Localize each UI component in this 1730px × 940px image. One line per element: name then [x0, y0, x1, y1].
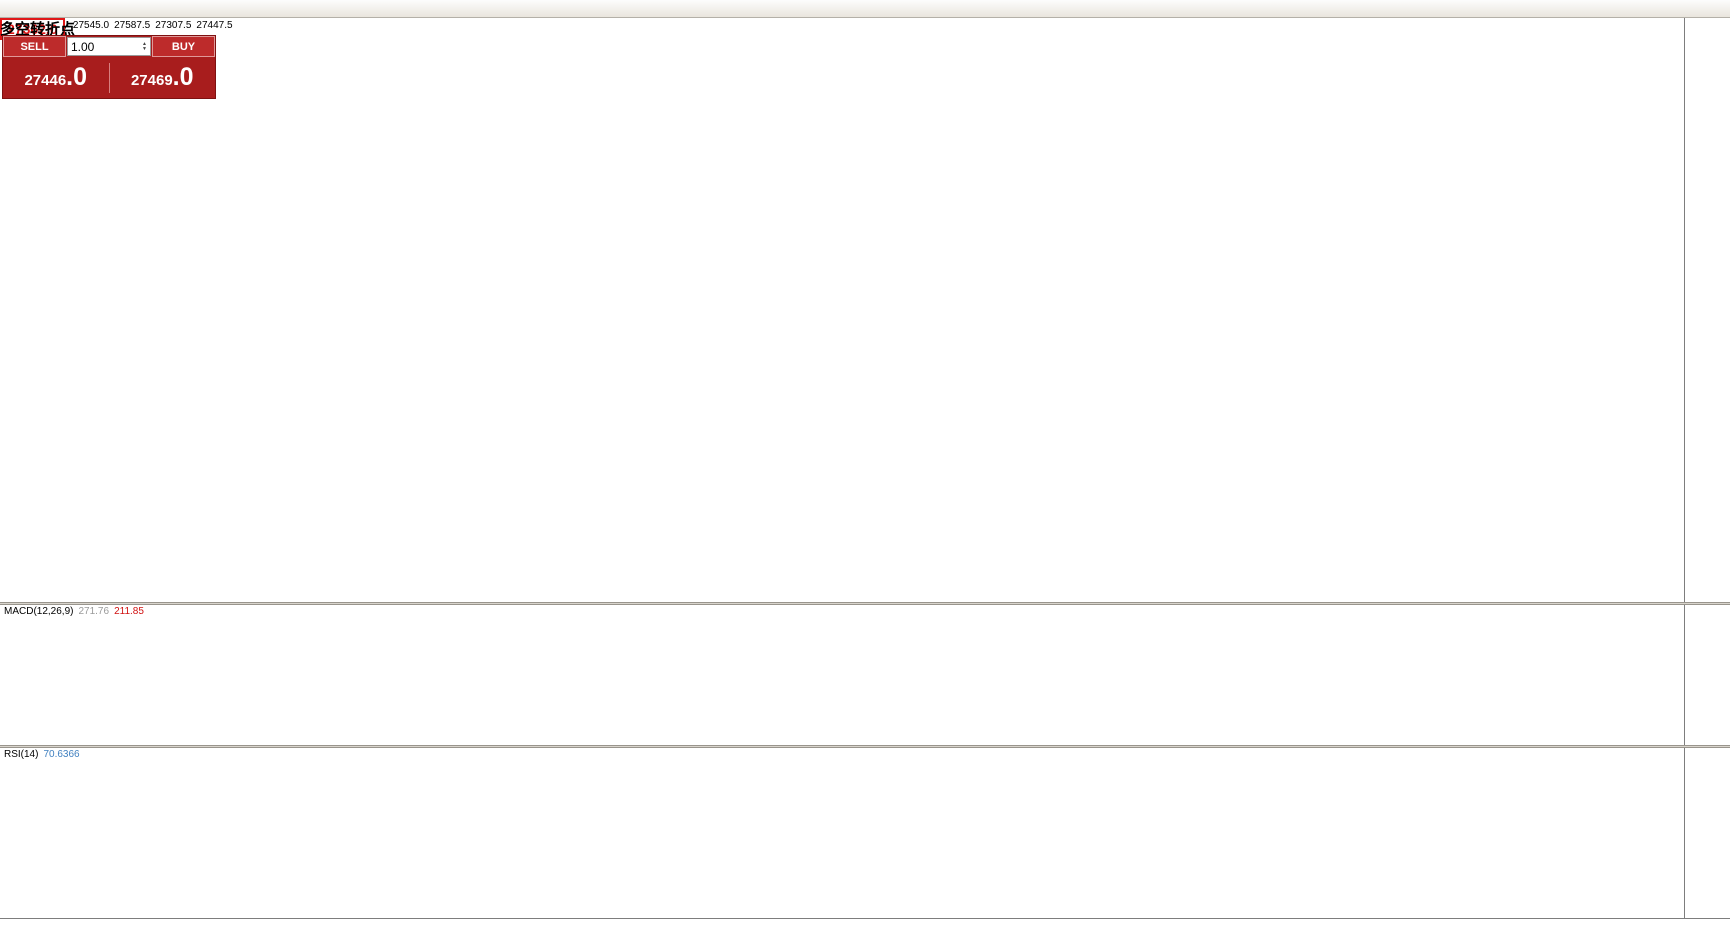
time-axis[interactable] [0, 918, 1730, 940]
rsi-panel-separator[interactable] [0, 745, 1730, 748]
one-click-trading-panel: SELL 1.00 ▲ ▼ BUY 27446.0 27469.0 [2, 35, 216, 99]
sell-price[interactable]: 27446.0 [24, 63, 88, 91]
chart-window: JPN225-,Daily27545.027587.527307.527447.… [0, 18, 1730, 940]
macd-panel-separator[interactable] [0, 602, 1730, 605]
rsi-panel: RSI(14) 70.6366 [0, 748, 1730, 918]
price-divider [108, 62, 110, 93]
toolbar [0, 0, 1730, 18]
price-axis[interactable] [1684, 18, 1730, 602]
rsi-axis [1684, 748, 1730, 918]
macd-label: MACD(12,26,9) [4, 606, 74, 617]
macd-signal-value: 211.85 [114, 606, 144, 617]
price-chart-canvas[interactable] [0, 18, 1684, 602]
volume-increase-button[interactable]: ▲ [142, 40, 147, 47]
macd-axis [1684, 605, 1730, 745]
open-value: 27545.0 [72, 20, 110, 31]
volume-decrease-button[interactable]: ▼ [142, 45, 147, 52]
buy-button[interactable]: BUY [152, 36, 215, 57]
macd-header: MACD(12,26,9) 271.76 211.85 [4, 606, 149, 617]
rsi-header: RSI(14) 70.6366 [4, 749, 85, 760]
volume-input[interactable]: 1.00 ▲ ▼ [67, 37, 151, 56]
high-value: 27587.5 [114, 20, 151, 31]
rsi-label: RSI(14) [4, 749, 39, 760]
low-value: 27307.5 [155, 20, 192, 31]
buy-price[interactable]: 27469.0 [130, 63, 194, 91]
macd-main-value: 271.76 [78, 606, 110, 617]
zone-note-text[interactable]: 多空转折点 [0, 21, 76, 38]
rsi-value: 70.6366 [43, 749, 80, 760]
close-value: 27447.5 [196, 20, 233, 31]
macd-panel: MACD(12,26,9) 271.76 211.85 [0, 605, 1730, 745]
volume-value: 1.00 [71, 39, 95, 54]
rsi-canvas[interactable] [0, 748, 1684, 918]
macd-canvas[interactable] [0, 605, 1684, 745]
sell-button[interactable]: SELL [3, 36, 66, 57]
zone-price-label[interactable]: 27362.0 [0, 18, 65, 40]
main-chart-panel: JPN225-,Daily27545.027587.527307.527447.… [0, 18, 1730, 602]
